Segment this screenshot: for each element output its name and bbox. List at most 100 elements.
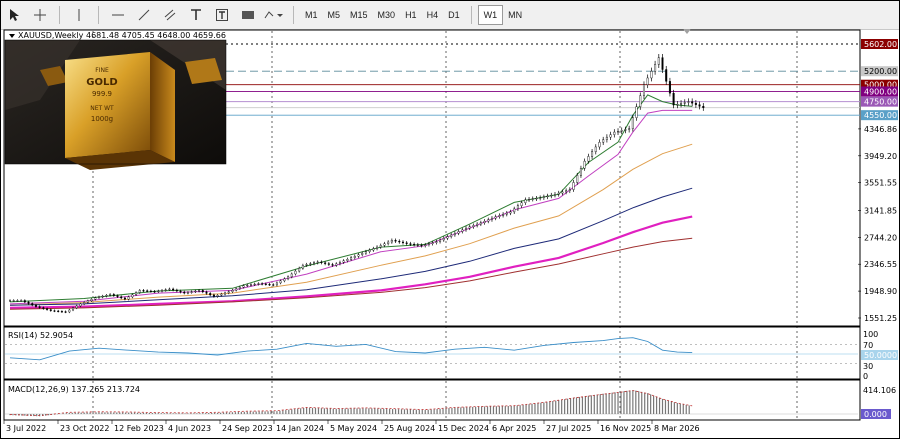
macd-badge-bg	[861, 409, 891, 419]
channel-icon[interactable]	[159, 4, 181, 26]
candle-body	[290, 273, 293, 278]
candle-body	[31, 303, 34, 306]
price-badge: 5602.00	[864, 40, 897, 49]
candle-body	[520, 202, 523, 206]
crosshair-icon[interactable]	[29, 4, 51, 26]
candle-body	[635, 106, 638, 118]
timeframe-m5[interactable]: M5	[327, 10, 341, 20]
candle-body	[216, 295, 219, 297]
chart-shift-icon[interactable]	[683, 29, 691, 34]
candle-body	[23, 300, 26, 303]
timeframe-h4[interactable]: H4	[426, 10, 439, 20]
candle-body	[309, 263, 312, 265]
cursor-icon[interactable]	[3, 4, 25, 26]
candle-body	[420, 245, 423, 247]
timeframe-mn[interactable]: MN	[508, 10, 523, 20]
timeframe-m15[interactable]: M15	[350, 10, 368, 20]
candle-body	[594, 146, 597, 152]
candle-body	[116, 295, 119, 297]
rsi-badge-bg	[861, 350, 898, 360]
candle-body	[157, 290, 160, 293]
candle-body	[331, 264, 334, 266]
trend-line-icon[interactable]	[133, 4, 155, 26]
candle-body	[64, 311, 67, 313]
candle-body	[361, 252, 364, 255]
candle-body	[424, 244, 427, 246]
candle-body	[654, 64, 657, 72]
candle-body	[587, 156, 590, 162]
candle-body	[383, 243, 386, 246]
bar-text-weight: 1000g	[91, 115, 113, 123]
vertical-line-icon[interactable]	[68, 4, 90, 26]
candle-body	[224, 292, 227, 295]
gold-bar-image: FINE GOLD 999.9 NET WT 1000g	[4, 39, 227, 170]
candle-body	[413, 243, 416, 246]
toolbar-separator	[59, 6, 60, 24]
rectangle-icon[interactable]	[237, 4, 259, 26]
candle-body	[253, 283, 256, 286]
candle-body	[561, 191, 564, 194]
candle-body	[435, 241, 438, 243]
candle-body	[72, 307, 75, 311]
candle-body	[591, 151, 594, 157]
candle-body	[364, 251, 367, 254]
text-label-icon[interactable]	[211, 4, 233, 26]
candle-body	[227, 291, 230, 294]
candle-body	[676, 103, 679, 106]
moving-average-line	[9, 143, 693, 306]
candle-body	[168, 288, 171, 290]
candle-body	[483, 220, 486, 223]
time-axis: 3 Jul 2022 23 Oct 2022 12 Feb 2023 4 Jun 20…	[3, 420, 700, 433]
candle-body	[294, 270, 297, 275]
candle-body	[97, 296, 100, 298]
price-badge-bg	[861, 96, 898, 107]
macd-signal-line	[9, 390, 693, 417]
candle-body	[249, 284, 252, 286]
price-badge-bg	[861, 66, 898, 77]
shapes-icon[interactable]	[263, 4, 285, 26]
candle-body	[79, 303, 82, 307]
candle-body	[542, 196, 545, 198]
candle-body	[205, 291, 208, 294]
candle-body	[38, 306, 41, 308]
candle-body	[49, 309, 52, 311]
candle-body	[379, 245, 382, 248]
candle-body	[450, 234, 453, 237]
timeframe-d1[interactable]: D1	[448, 10, 460, 20]
candle-body	[390, 240, 393, 243]
candle-body	[468, 226, 471, 229]
timeframe-m30[interactable]: M30	[377, 10, 396, 20]
time-tick-label: 23 Oct 2022	[60, 424, 109, 433]
candle-body	[209, 293, 212, 296]
candle-body	[513, 208, 516, 213]
candle-body	[86, 300, 89, 303]
horizontal-line-icon[interactable]	[107, 4, 129, 26]
candle-body	[20, 300, 23, 302]
price-tick-label: 3141.85	[864, 206, 897, 215]
toolbar-separator	[470, 6, 472, 24]
time-tick-label: 16 Nov 2025	[600, 424, 651, 433]
candle-body	[539, 197, 542, 199]
time-tick-label: 6 Apr 2025	[492, 424, 536, 433]
symbol-dropdown-icon[interactable]	[9, 34, 15, 38]
candle-body	[479, 222, 482, 225]
candle-body	[16, 300, 19, 302]
candle-body	[639, 95, 642, 107]
moving-average-line	[9, 215, 693, 309]
candle-body	[605, 136, 608, 140]
candle-body	[665, 69, 668, 82]
timeframe-w1[interactable]: W1	[477, 5, 504, 25]
toolbar-separator	[98, 6, 99, 24]
candle-body	[439, 239, 442, 242]
timeframe-h1[interactable]: H1	[405, 10, 417, 20]
candle-body	[598, 142, 601, 148]
candle-body	[201, 290, 204, 293]
rsi-panel-border	[3, 326, 861, 380]
text-icon[interactable]	[185, 4, 207, 26]
candle-body	[142, 290, 145, 292]
candle-body	[490, 217, 493, 220]
timeframe-m1[interactable]: M1	[305, 10, 318, 20]
candle-body	[238, 286, 241, 289]
candle-body	[146, 290, 149, 292]
